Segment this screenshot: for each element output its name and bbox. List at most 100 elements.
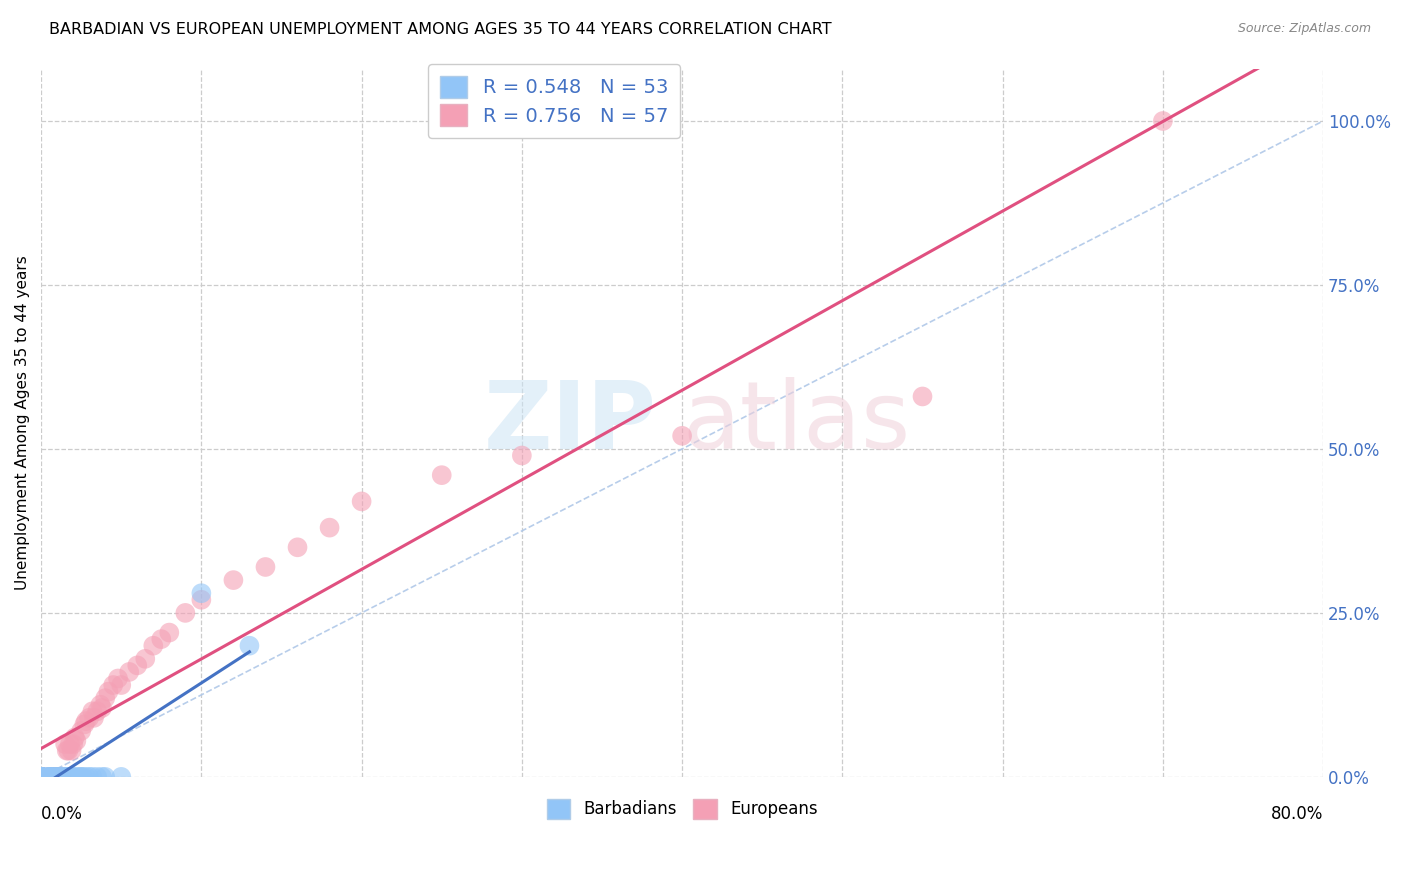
Point	[174, 606, 197, 620]
Point	[73, 717, 96, 731]
Point	[30, 770, 52, 784]
Point	[55, 744, 77, 758]
Point	[30, 770, 52, 784]
Point	[39, 770, 62, 784]
Point	[38, 770, 60, 784]
Point	[103, 678, 125, 692]
Point	[150, 632, 173, 647]
Text: ZIP: ZIP	[484, 376, 657, 468]
Point	[46, 770, 69, 784]
Point	[157, 625, 180, 640]
Point	[30, 770, 52, 784]
Point	[53, 737, 76, 751]
Point	[55, 770, 77, 784]
Point	[83, 711, 105, 725]
Point	[30, 770, 52, 784]
Point	[911, 389, 934, 403]
Text: 80.0%: 80.0%	[1271, 805, 1323, 823]
Point	[51, 770, 73, 784]
Point	[46, 770, 69, 784]
Point	[60, 744, 83, 758]
Point	[48, 770, 70, 784]
Point	[86, 770, 108, 784]
Point	[82, 704, 104, 718]
Point	[30, 770, 52, 784]
Point	[70, 770, 93, 784]
Point	[49, 770, 72, 784]
Legend: Barbadians, Europeans: Barbadians, Europeans	[540, 793, 824, 825]
Point	[110, 770, 132, 784]
Point	[70, 723, 93, 738]
Point	[318, 521, 340, 535]
Point	[30, 770, 52, 784]
Point	[53, 770, 76, 784]
Point	[75, 770, 97, 784]
Point	[72, 770, 94, 784]
Point	[222, 573, 245, 587]
Point	[30, 770, 52, 784]
Point	[38, 770, 60, 784]
Point	[30, 770, 52, 784]
Point	[30, 770, 52, 784]
Point	[75, 714, 97, 728]
Point	[97, 684, 120, 698]
Point	[30, 770, 52, 784]
Point	[59, 737, 82, 751]
Point	[110, 678, 132, 692]
Point	[89, 698, 111, 712]
Point	[190, 586, 212, 600]
Point	[69, 770, 91, 784]
Point	[30, 770, 52, 784]
Point	[134, 652, 156, 666]
Text: BARBADIAN VS EUROPEAN UNEMPLOYMENT AMONG AGES 35 TO 44 YEARS CORRELATION CHART: BARBADIAN VS EUROPEAN UNEMPLOYMENT AMONG…	[49, 22, 832, 37]
Point	[30, 770, 52, 784]
Point	[30, 770, 52, 784]
Point	[287, 541, 309, 555]
Point	[30, 770, 52, 784]
Point	[1152, 114, 1174, 128]
Point	[77, 711, 100, 725]
Point	[30, 770, 52, 784]
Point	[91, 770, 114, 784]
Point	[142, 639, 165, 653]
Point	[30, 770, 52, 784]
Point	[82, 770, 104, 784]
Point	[30, 770, 52, 784]
Point	[37, 770, 59, 784]
Point	[510, 449, 533, 463]
Point	[63, 731, 86, 745]
Point	[30, 770, 52, 784]
Point	[77, 770, 100, 784]
Point	[44, 770, 66, 784]
Point	[30, 770, 52, 784]
Point	[190, 592, 212, 607]
Point	[52, 770, 75, 784]
Point	[86, 704, 108, 718]
Point	[60, 770, 83, 784]
Point	[41, 770, 63, 784]
Point	[430, 468, 453, 483]
Point	[91, 701, 114, 715]
Point	[59, 770, 82, 784]
Point	[41, 770, 63, 784]
Point	[94, 770, 117, 784]
Point	[94, 691, 117, 706]
Point	[48, 770, 70, 784]
Point	[238, 639, 260, 653]
Point	[30, 770, 52, 784]
Point	[30, 770, 52, 784]
Point	[671, 429, 693, 443]
Point	[118, 665, 141, 679]
Point	[44, 770, 66, 784]
Point	[49, 770, 72, 784]
Point	[65, 770, 87, 784]
Point	[37, 770, 59, 784]
Point	[127, 658, 149, 673]
Point	[46, 770, 69, 784]
Text: 0.0%: 0.0%	[41, 805, 83, 823]
Point	[58, 770, 80, 784]
Point	[30, 770, 52, 784]
Point	[65, 733, 87, 747]
Point	[30, 770, 52, 784]
Y-axis label: Unemployment Among Ages 35 to 44 years: Unemployment Among Ages 35 to 44 years	[15, 255, 30, 591]
